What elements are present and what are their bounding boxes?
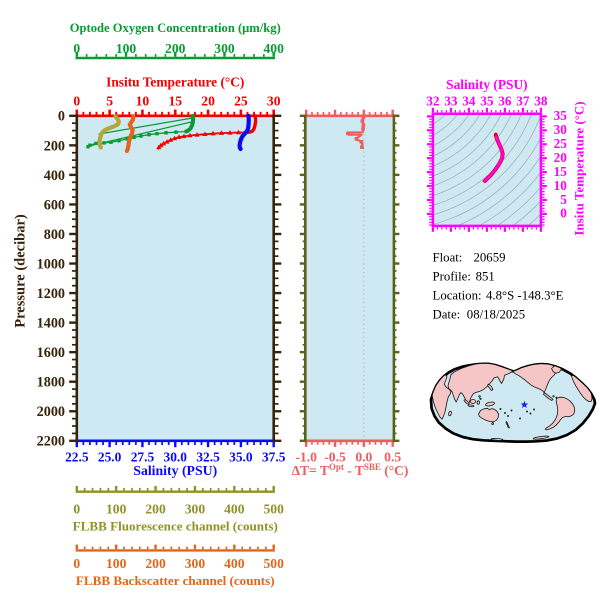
svg-text:1600: 1600 <box>37 345 65 361</box>
svg-text:25: 25 <box>554 136 568 151</box>
svg-text:30: 30 <box>554 122 568 137</box>
svg-text:0: 0 <box>560 206 567 221</box>
svg-text:5: 5 <box>106 94 113 109</box>
svg-text:25.0: 25.0 <box>98 450 122 465</box>
svg-text:2200: 2200 <box>37 434 65 450</box>
svg-text:Insitu Temperature (°C): Insitu Temperature (°C) <box>572 101 587 235</box>
svg-text:10: 10 <box>136 94 150 109</box>
svg-text:FLBB Fluorescence channel (cou: FLBB Fluorescence channel (counts) <box>73 519 278 534</box>
svg-text:100: 100 <box>106 556 127 571</box>
svg-text:35: 35 <box>554 108 568 123</box>
svg-text:20: 20 <box>201 94 215 109</box>
svg-text:36: 36 <box>498 94 512 109</box>
svg-text:Location:: Location: <box>433 289 482 303</box>
svg-text:Profile:: Profile: <box>433 270 471 284</box>
svg-text:30.0: 30.0 <box>164 450 188 465</box>
svg-text:2000: 2000 <box>37 404 65 420</box>
svg-text:34: 34 <box>462 94 476 109</box>
svg-text:400: 400 <box>44 168 65 184</box>
svg-text:1000: 1000 <box>37 256 65 272</box>
svg-text:0: 0 <box>58 109 65 125</box>
svg-text:800: 800 <box>44 227 65 243</box>
svg-text:15: 15 <box>168 94 182 109</box>
svg-text:10: 10 <box>554 178 568 193</box>
svg-text:20: 20 <box>554 150 568 165</box>
svg-text:500: 500 <box>264 502 285 517</box>
svg-text:38: 38 <box>534 94 548 109</box>
svg-text:0.0: 0.0 <box>355 450 372 465</box>
svg-text:Salinity (PSU): Salinity (PSU) <box>133 463 217 479</box>
svg-text:5: 5 <box>560 192 567 207</box>
svg-text:35: 35 <box>480 94 494 109</box>
svg-text:200: 200 <box>165 41 186 56</box>
svg-text:08/18/2025: 08/18/2025 <box>467 308 525 322</box>
svg-text:0: 0 <box>73 94 80 109</box>
svg-text:0: 0 <box>73 41 80 56</box>
svg-text:15: 15 <box>554 164 568 179</box>
svg-text:27.5: 27.5 <box>131 450 155 465</box>
svg-text:1200: 1200 <box>37 286 65 302</box>
svg-text:30: 30 <box>267 94 281 109</box>
svg-text:-1.0: -1.0 <box>295 450 317 465</box>
svg-text:0.5: 0.5 <box>384 450 401 465</box>
svg-text:200: 200 <box>145 502 166 517</box>
svg-text:100: 100 <box>106 502 127 517</box>
svg-text:1400: 1400 <box>37 316 65 332</box>
svg-text:32.5: 32.5 <box>196 450 220 465</box>
svg-text:FLBB Backscatter channel (coun: FLBB Backscatter channel (counts) <box>76 573 275 588</box>
svg-text:Insitu Temperature (°C): Insitu Temperature (°C) <box>106 75 244 90</box>
svg-text:Salinity (PSU): Salinity (PSU) <box>446 77 527 92</box>
svg-text:0: 0 <box>73 556 80 571</box>
svg-text:35.0: 35.0 <box>229 450 253 465</box>
svg-text:25: 25 <box>234 94 248 109</box>
svg-text:33: 33 <box>444 94 458 109</box>
svg-text:400: 400 <box>224 556 245 571</box>
svg-text:ΔT= TOpt - TSBE (°C): ΔT= TOpt - TSBE (°C) <box>292 462 409 478</box>
svg-text:-0.5: -0.5 <box>324 450 346 465</box>
svg-text:300: 300 <box>185 502 206 517</box>
svg-text:600: 600 <box>44 197 65 213</box>
svg-text:400: 400 <box>224 502 245 517</box>
svg-text:32: 32 <box>426 94 440 109</box>
svg-text:22.5: 22.5 <box>65 450 89 465</box>
svg-text:300: 300 <box>185 556 206 571</box>
svg-text:500: 500 <box>264 556 285 571</box>
svg-text:37: 37 <box>516 94 530 109</box>
svg-text:0: 0 <box>73 502 80 517</box>
svg-text:4.8°S -148.3°E: 4.8°S -148.3°E <box>486 289 564 303</box>
svg-text:100: 100 <box>116 41 137 56</box>
svg-text:Pressure (decibar): Pressure (decibar) <box>13 214 29 328</box>
svg-text:Optode Oxygen Concentration (μ: Optode Oxygen Concentration (μm/kg) <box>70 21 281 35</box>
svg-text:20659: 20659 <box>474 251 506 265</box>
svg-text:200: 200 <box>145 556 166 571</box>
svg-text:1800: 1800 <box>37 375 65 391</box>
svg-text:400: 400 <box>264 41 285 56</box>
svg-text:Float:: Float: <box>433 251 463 265</box>
svg-text:Date:: Date: <box>433 308 461 322</box>
svg-text:200: 200 <box>44 138 65 154</box>
svg-text:851: 851 <box>476 270 495 284</box>
svg-text:300: 300 <box>214 41 235 56</box>
svg-text:37.5: 37.5 <box>262 450 286 465</box>
